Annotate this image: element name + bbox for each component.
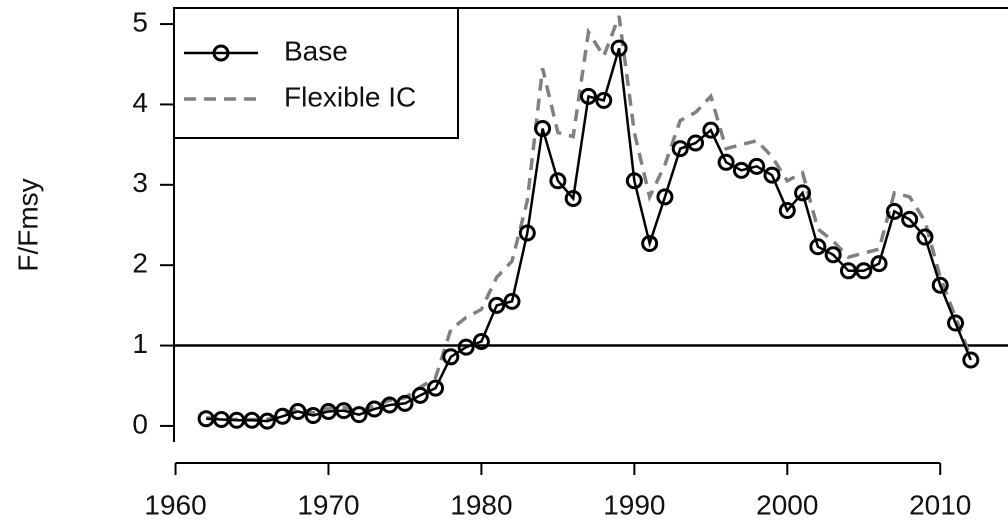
data-point [564, 189, 582, 207]
x-tick-label: 1990 [603, 489, 665, 520]
data-point [671, 140, 689, 158]
data-point [717, 153, 735, 171]
y-tick-label: 1 [132, 328, 148, 359]
y-tick-label: 0 [132, 408, 148, 439]
data-point [748, 157, 766, 175]
data-point [947, 314, 965, 332]
data-point [534, 120, 552, 138]
data-point [962, 351, 980, 369]
y-axis-label: F/Fmsy [12, 178, 43, 271]
x-tick-label: 2010 [909, 489, 971, 520]
data-point [335, 402, 353, 420]
data-point [503, 292, 521, 310]
data-point [625, 172, 643, 190]
data-point [365, 400, 383, 418]
data-point [916, 228, 934, 246]
data-point [702, 121, 720, 139]
data-point [442, 348, 460, 366]
data-point [350, 406, 368, 424]
x-tick-label: 1970 [297, 489, 359, 520]
data-point [732, 161, 750, 179]
x-tick-label: 1960 [144, 489, 206, 520]
data-point [595, 91, 613, 109]
data-point [641, 234, 659, 252]
data-point [289, 402, 307, 420]
data-point [518, 224, 536, 242]
data-point [457, 338, 475, 356]
data-point [411, 386, 429, 404]
legend-label: Base [284, 35, 348, 66]
y-tick-label: 5 [132, 6, 148, 37]
data-point [579, 87, 597, 105]
data-point [794, 184, 812, 202]
legend-box [173, 7, 459, 139]
data-point [870, 255, 888, 273]
data-point [396, 394, 414, 412]
y-tick-label: 4 [132, 87, 148, 118]
data-point [304, 406, 322, 424]
data-point [687, 134, 705, 152]
data-point [809, 238, 827, 256]
x-tick-label: 2000 [756, 489, 818, 520]
x-tick-label: 1980 [450, 489, 512, 520]
legend-label: Flexible IC [284, 81, 416, 112]
data-point [472, 333, 490, 351]
data-point [549, 172, 567, 190]
data-point [931, 276, 949, 294]
data-point [488, 296, 506, 314]
legend-marker [212, 44, 230, 62]
data-point [274, 407, 292, 425]
data-point [824, 246, 842, 264]
data-point [763, 166, 781, 184]
data-point [610, 39, 628, 57]
data-point [885, 202, 903, 220]
data-point [855, 262, 873, 280]
data-point [656, 188, 674, 206]
data-point [901, 210, 919, 228]
data-point [778, 202, 796, 220]
y-tick-label: 2 [132, 248, 148, 279]
data-point [427, 379, 445, 397]
y-tick-label: 3 [132, 167, 148, 198]
data-point [258, 412, 276, 430]
